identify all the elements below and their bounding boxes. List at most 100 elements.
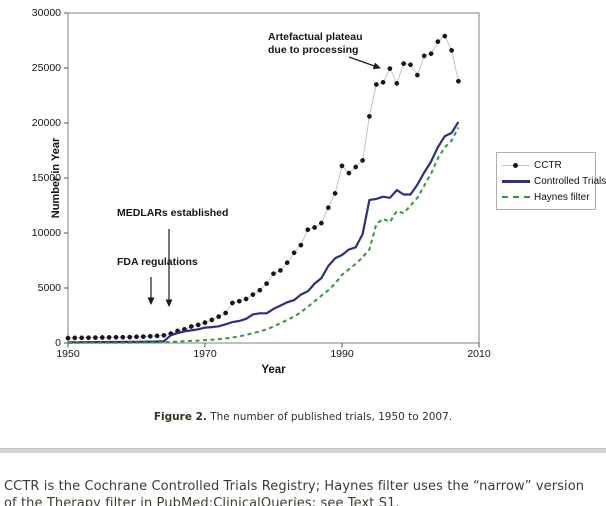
figure-caption-text: The number of published trials, 1950 to … [206, 411, 453, 423]
x-tick-label: 1950 [56, 348, 80, 360]
cctr-data-point [367, 114, 372, 119]
cctr-data-point [113, 334, 119, 340]
annotation-arrows [147, 56, 381, 307]
figure-caption: Figure 2. The number of published trials… [0, 411, 606, 423]
cctr-data-point [154, 333, 160, 339]
cctr-data-point [380, 79, 386, 85]
cctr-data-point [373, 82, 379, 87]
cctr-data-point [86, 335, 91, 341]
cctr-data-point [408, 62, 413, 68]
footnote-text: CCTR is the Cochrane Controlled Trials R… [0, 453, 606, 506]
haynes-filter-series-line [68, 126, 460, 344]
figure-caption-label: Figure 2. [153, 411, 207, 423]
plot-series [65, 33, 461, 344]
cctr-data-point [346, 170, 352, 176]
cctr-data-point [284, 260, 290, 266]
cctr-data-point [223, 310, 228, 316]
cctr-data-point [435, 39, 441, 44]
cctr-data-point [250, 292, 256, 297]
cctr-series-line [67, 35, 459, 339]
y-tick-label: 10000 [31, 226, 61, 239]
y-tick-label: 30000 [31, 6, 61, 19]
cctr-swatch-icon [502, 160, 530, 170]
x-axis-title: Year [261, 364, 286, 376]
y-tick-label: 15000 [31, 171, 61, 184]
chart-legend: CCTR Controlled Trials Haynes filter [496, 152, 606, 210]
cctr-data-point [209, 317, 215, 323]
cctr-data-point [230, 300, 235, 306]
cctr-data-point [394, 81, 400, 86]
y-tick-label: 20000 [31, 116, 61, 129]
cctr-data-point [353, 164, 359, 170]
cctr-data-point [291, 250, 297, 256]
cctr-data-point [428, 51, 434, 57]
cctr-data-point [312, 225, 317, 230]
cctr-data-point [147, 333, 153, 339]
x-tick-label: 1990 [330, 348, 354, 360]
cctr-data-point [195, 322, 201, 328]
cctr-data-point [106, 335, 112, 340]
footnote-line1: CCTR is the Cochrane Controlled Trials R… [4, 479, 585, 494]
cctr-data-point [161, 332, 167, 338]
cctr-data-point [93, 335, 98, 340]
legend-label-cctr: CCTR [534, 159, 562, 171]
x-tick-label: 2010 [467, 348, 491, 360]
cctr-data-point [216, 314, 222, 319]
legend-item-controlled-trials: Controlled Trials [502, 175, 606, 187]
cctr-data-point [278, 268, 283, 273]
cctr-data-point [305, 227, 311, 233]
trials-chart-svg [64, 12, 480, 348]
haynes-swatch-line [502, 196, 530, 198]
cctr-data-point [65, 335, 71, 341]
cctr-data-point [339, 163, 345, 169]
cctr-data-point [236, 298, 242, 304]
cctr-data-point [421, 53, 427, 59]
controlled-trials-series-line [68, 121, 460, 344]
cctr-data-point [140, 334, 146, 339]
cctr-data-point [99, 335, 105, 340]
cctr-data-point [202, 320, 208, 325]
legend-item-haynes-filter: Haynes filter [502, 191, 591, 203]
horizontal-divider [0, 448, 606, 453]
cctr-data-point [120, 334, 126, 340]
annotation-fda: FDA regulations [117, 256, 198, 268]
cctr-data-point [360, 158, 365, 163]
footnote-line2: of the Therapy filter in PubMed:Clinical… [4, 496, 400, 506]
cctr-data-point [243, 296, 249, 302]
y-axis-title: Number in Year [50, 137, 62, 219]
cctr-data-point [456, 78, 461, 84]
chart-figure: 0 5000 10000 15000 20000 25000 30000 1950 1970 19… [0, 6, 606, 423]
cctr-data-point [264, 281, 269, 286]
cctr-data-point [298, 242, 304, 248]
cctr-data-point [442, 33, 448, 39]
y-tick-label: 5000 [37, 281, 61, 294]
y-tick-label: 0 [55, 336, 61, 349]
cctr-data-point [257, 287, 263, 293]
annotation-artefactual-plateau: Artefactual plateau due to processing [268, 31, 363, 57]
cctr-data-point [271, 271, 276, 277]
annotation-line1: Artefactual plateau [268, 31, 363, 43]
cctr-data-point [387, 66, 393, 71]
plot-border [67, 12, 480, 344]
legend-item-cctr: CCTR [502, 159, 591, 171]
cctr-data-point [449, 48, 454, 53]
cctr-data-point [134, 334, 139, 340]
haynes-swatch-icon [502, 192, 530, 202]
cctr-data-point [332, 191, 338, 196]
annotation-medlars: MEDLARs established [117, 207, 229, 219]
cctr-data-point [127, 334, 133, 340]
annotation-line2: due to processing [268, 44, 359, 56]
plot-axes [64, 12, 480, 348]
controlled-trials-swatch-line [502, 179, 530, 183]
x-tick-label: 1970 [193, 348, 217, 360]
cctr-data-point [415, 72, 420, 78]
cctr-data-point [72, 335, 78, 341]
cctr-data-point [401, 61, 406, 66]
cctr-data-point [319, 220, 324, 226]
cctr-swatch-marker [513, 162, 518, 168]
cctr-data-point [79, 335, 85, 341]
legend-label-haynes-filter: Haynes filter [534, 191, 590, 203]
cctr-data-point [325, 205, 331, 211]
legend-label-controlled-trials: Controlled Trials [534, 175, 606, 187]
